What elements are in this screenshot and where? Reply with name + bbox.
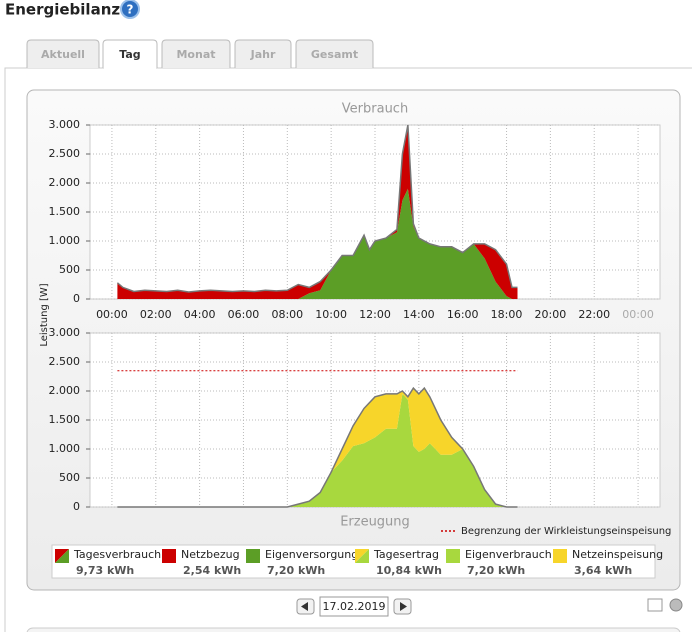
x-tick-label: 10:00 xyxy=(315,308,347,321)
legend-swatch xyxy=(446,549,460,563)
outline xyxy=(116,124,518,293)
x-tick-label: 00:00 xyxy=(96,308,128,321)
x-tick-label: 18:00 xyxy=(491,308,523,321)
legend-label: Eigenversorgung xyxy=(265,548,358,561)
y-tick-label: 3.000 xyxy=(49,326,81,339)
legend-swatch xyxy=(246,549,260,563)
legend-swatch xyxy=(355,549,369,563)
legend-value: 2,54 kWh xyxy=(183,564,241,577)
legend-swatch xyxy=(162,549,176,563)
svg-text:?: ? xyxy=(127,3,134,17)
tool-icons[interactable] xyxy=(647,598,683,612)
tab-label: Jahr xyxy=(250,48,276,61)
tab[interactable] xyxy=(295,39,374,68)
tab[interactable] xyxy=(26,39,100,68)
legend-label: Tagesertrag xyxy=(373,548,439,561)
outline xyxy=(117,386,518,508)
tabs: Aktuell Tag Monat Jahr Gesamt xyxy=(26,39,374,69)
y-axis-label: Leistung [W] xyxy=(39,283,50,346)
prev-arrow xyxy=(301,602,308,611)
y-tick-label: 1.000 xyxy=(49,442,81,455)
x-tick-label: 04:00 xyxy=(184,308,216,321)
x-tick-label: 22:00 xyxy=(578,308,610,321)
x-tick-label: 00:00 xyxy=(622,308,654,321)
export-icon[interactable] xyxy=(647,598,663,612)
next-box xyxy=(26,627,681,632)
y-tick-label: 0 xyxy=(73,292,80,305)
tab-label: Gesamt xyxy=(311,48,358,61)
x-tick-label: 16:00 xyxy=(447,308,479,321)
x-tick-label: 08:00 xyxy=(271,308,303,321)
legend-swatch xyxy=(55,549,69,563)
legend-value: 7,20 kWh xyxy=(267,564,325,577)
chart-title: Erzeugung xyxy=(340,515,410,530)
date-nav: 17.02.2019 xyxy=(296,596,412,617)
legend-value: 9,73 kWh xyxy=(76,564,134,577)
x-tick-label: 06:00 xyxy=(228,308,260,321)
area xyxy=(117,188,518,299)
y-tick-label: 0 xyxy=(73,500,80,513)
date-text: 17.02.2019 xyxy=(323,600,386,613)
tab[interactable] xyxy=(161,39,231,68)
tab-label: Tag xyxy=(119,48,140,61)
legend-value: 3,64 kWh xyxy=(574,564,632,577)
next-arrow xyxy=(400,602,407,611)
tab-label: Aktuell xyxy=(41,48,85,61)
x-tick-label: 14:00 xyxy=(403,308,435,321)
tab[interactable] xyxy=(102,39,158,68)
y-tick-label: 2.000 xyxy=(49,384,81,397)
y-tick-label: 500 xyxy=(59,263,80,276)
x-tick-label: 20:00 xyxy=(535,308,567,321)
legend-label: Tagesverbrauch xyxy=(73,548,161,561)
tab[interactable] xyxy=(234,39,292,68)
legend-label: Netzbezug xyxy=(181,548,240,561)
y-tick-label: 2.500 xyxy=(49,355,81,368)
y-tick-label: 1.500 xyxy=(49,205,81,218)
legend-swatch xyxy=(553,549,567,563)
settings-icon[interactable] xyxy=(669,598,683,612)
y-tick-label: 1.000 xyxy=(49,234,81,247)
legend-label: Eigenverbrauch xyxy=(465,548,552,561)
page-title: Energiebilanz xyxy=(5,1,120,19)
x-tick-label: 02:00 xyxy=(140,308,172,321)
date-field[interactable] xyxy=(319,596,389,617)
limit-legend-label: Begrenzung der Wirkleistungseinspeisung xyxy=(461,526,671,537)
y-tick-label: 500 xyxy=(59,471,80,484)
y-tick-label: 1.500 xyxy=(49,413,81,426)
area xyxy=(117,388,518,507)
area xyxy=(117,393,518,507)
y-tick-label: 2.500 xyxy=(49,147,81,160)
y-tick-label: 2.000 xyxy=(49,176,81,189)
y-tick-label: 3.000 xyxy=(49,118,81,131)
tab-label: Monat xyxy=(176,48,215,61)
help-icon[interactable]: ? xyxy=(120,0,140,19)
legend-value: 7,20 kWh xyxy=(467,564,525,577)
chart-title: Verbrauch xyxy=(342,102,408,117)
x-tick-label: 12:00 xyxy=(359,308,391,321)
legend-label: Netzeinspeisung xyxy=(572,548,663,561)
legend-value: 10,84 kWh xyxy=(376,564,442,577)
